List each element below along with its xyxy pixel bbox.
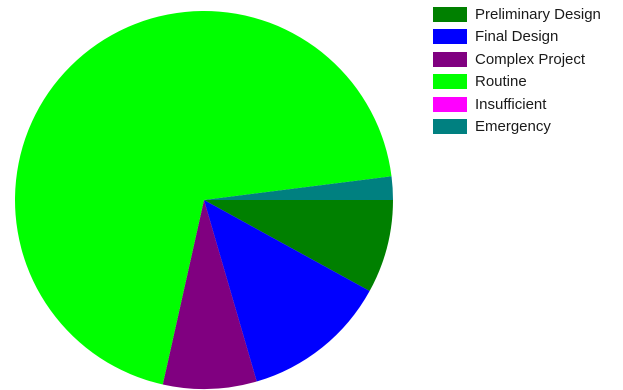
legend-label: Emergency (475, 118, 551, 136)
legend-label: Preliminary Design (475, 5, 601, 23)
legend: Preliminary Design Final Design Complex … (433, 3, 621, 138)
legend-item-final-design: Final Design (433, 26, 621, 49)
legend-label: Insufficient (475, 95, 547, 113)
legend-item-insufficient: Insufficient (433, 93, 621, 116)
pie-slice-routine (15, 11, 392, 385)
pie-slice-final-design (204, 200, 370, 382)
legend-swatch (433, 96, 467, 112)
legend-swatch (433, 74, 467, 90)
pie-slices (15, 11, 394, 390)
legend-label: Final Design (475, 28, 559, 46)
legend-item-emergency: Emergency (433, 116, 621, 139)
legend-item-complex-project: Complex Project (433, 48, 621, 71)
legend-swatch (433, 119, 467, 135)
legend-swatch (433, 29, 467, 45)
legend-item-preliminary-design: Preliminary Design (433, 3, 621, 26)
legend-swatch (433, 6, 467, 22)
pie-slice-complex-project (162, 200, 257, 390)
legend-label: Routine (475, 73, 527, 91)
pie-slice-emergency (204, 176, 394, 200)
legend-label: Complex Project (475, 50, 586, 68)
pie-slice-preliminary-design (204, 200, 393, 292)
legend-item-routine: Routine (433, 71, 621, 94)
legend-swatch (433, 51, 467, 67)
